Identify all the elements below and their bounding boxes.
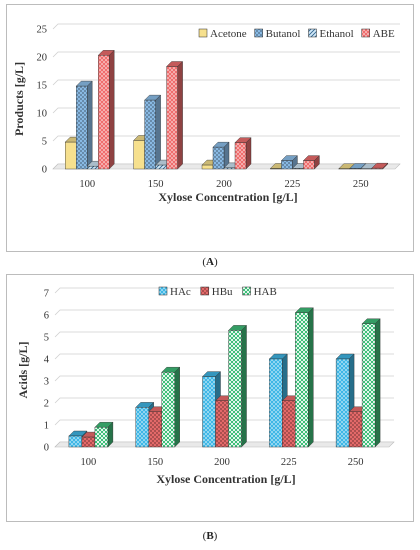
panel-a: 0 5 10 15 20 25 100 150 200 225 250 Xylose Concentr… (6, 4, 414, 252)
acids-legend-item-hbu: HBu (200, 286, 233, 298)
acids-y-tick-label: 4 (44, 355, 50, 366)
acids-x-tick-label: 200 (214, 457, 230, 468)
acids-x-tick-label: 225 (281, 457, 297, 468)
acids-x-tick-label: 150 (147, 457, 163, 468)
products-x-tick-label: 225 (285, 179, 301, 190)
products-bar-abe-150 (166, 61, 184, 170)
products-bar-butanol-225 (280, 155, 298, 170)
acids-y-tick-label: 6 (44, 311, 49, 322)
acids-bar-hab-200 (228, 324, 247, 448)
acids-x-tick-label: 100 (81, 457, 97, 468)
acids-y-tick-label: 5 (44, 333, 49, 344)
products-legend-label: Acetone (210, 28, 247, 40)
acids-y-tick-label: 1 (44, 421, 49, 432)
products-chart: 0 5 10 15 20 25 100 150 200 225 250 Xylose Concentr… (12, 23, 401, 204)
acids-x-tick-label: 250 (348, 457, 364, 468)
panel-a-label: (A) (202, 256, 218, 268)
acids-bar-hab-100 (94, 421, 114, 448)
products-bar-abe-200 (234, 137, 252, 170)
products-gridline (52, 107, 400, 114)
acids-bar-hab-150 (161, 366, 181, 448)
acids-bar-hab-225 (294, 307, 314, 448)
panel-b: 0 1 2 3 4 5 6 7 100 150 200 225 250 Xylose Concentrat… (6, 274, 414, 522)
acids-gridline (54, 309, 394, 316)
acids-legend-label: HAc (170, 286, 191, 298)
products-bar-butanol-200 (212, 141, 230, 170)
acids-legend-item-hab: HAB (242, 286, 277, 298)
acids-gridline (54, 331, 394, 338)
products-y-tick-label: 15 (37, 81, 48, 92)
acids-y-tick-label: 2 (44, 399, 49, 410)
products-x-tick-label: 150 (148, 179, 164, 190)
acids-legend-label: HAB (254, 286, 277, 298)
products-gridline (52, 79, 400, 86)
acids-chart: 0 1 2 3 4 5 6 7 100 150 200 225 250 Xylose Concentrat… (16, 286, 395, 486)
products-legend-swatch (361, 28, 370, 38)
products-x-tick-label: 200 (216, 179, 232, 190)
products-legend-label: Butanol (266, 28, 301, 40)
products-bar-abe-250 (371, 162, 389, 170)
products-legend-item-abe: ABE (361, 28, 395, 40)
products-legend-swatch (254, 28, 263, 38)
products-legend-item-acetone: Acetone (198, 28, 247, 40)
products-legend-item-butanol: Butanol (254, 28, 301, 40)
products-bar-abe-100 (97, 49, 115, 170)
products-legend-item-ethanol: Ethanol (308, 28, 354, 40)
panel-b-label: (B) (202, 530, 218, 542)
products-legend-swatch (308, 28, 317, 38)
acids-legend-swatch (158, 286, 168, 296)
acids-y-axis-title: Acids [g/L] (16, 341, 30, 398)
products-y-tick-label: 0 (42, 165, 47, 176)
products-legend-label: ABE (373, 28, 395, 40)
products-y-axis-title: Products [g/L] (12, 62, 26, 136)
products-bar-abe-225 (302, 155, 320, 170)
products-legend-label: Ethanol (320, 28, 354, 40)
acids-y-tick-label: 3 (44, 377, 49, 388)
acids-legend-label: HBu (212, 286, 233, 298)
acids-legend-swatch (200, 286, 210, 296)
products-x-tick-label: 100 (79, 179, 95, 190)
products-gridline (52, 135, 400, 142)
products-y-tick-label: 10 (37, 109, 48, 120)
acids-y-tick-label: 7 (44, 289, 49, 300)
panel-a-letter: A (206, 256, 214, 268)
acids-y-tick-label: 0 (44, 443, 49, 454)
acids-legend-item-hac: HAc (158, 286, 191, 298)
panel-b-letter: B (206, 530, 214, 542)
products-gridline (52, 51, 400, 58)
products-y-tick-label: 20 (37, 53, 48, 64)
products-legend-swatch (198, 28, 208, 38)
products-y-tick-label: 25 (37, 25, 48, 36)
products-gridline (52, 23, 400, 30)
acids-bar-hab-250 (361, 318, 381, 448)
products-x-axis-title: Xylose Concentration [g/L] (158, 190, 297, 204)
products-x-tick-label: 250 (353, 179, 369, 190)
acids-gridline (54, 287, 394, 294)
products-y-tick-label: 5 (42, 137, 47, 148)
products-bar-butanol-150 (144, 94, 162, 170)
acids-x-axis-title: Xylose Concentration [g/L] (156, 472, 295, 486)
products-bar-butanol-100 (75, 80, 93, 170)
acids-legend-swatch (242, 286, 251, 296)
